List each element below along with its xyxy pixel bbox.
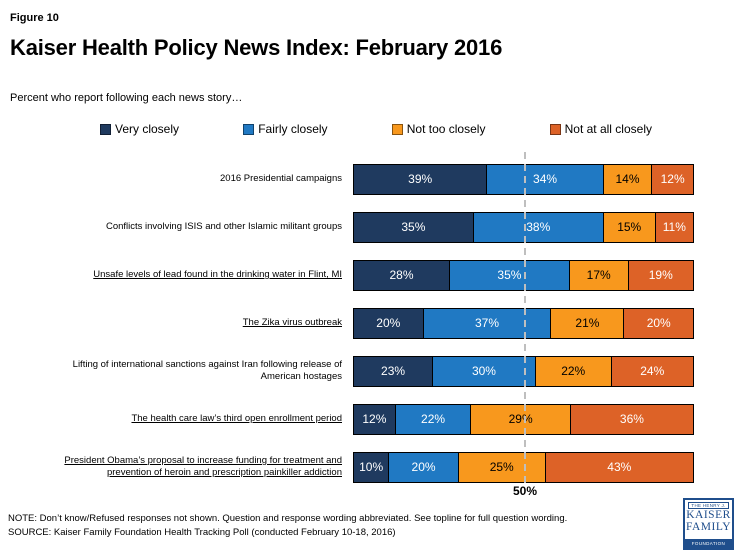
legend-item-not-at-all-closely: Not at all closely [549,122,652,136]
category-label: President Obama’s proposal to increase f… [64,455,342,478]
bar-segment-not-at-all-closely: 24% [610,355,694,387]
bar-segment-not-too-closely: 22% [534,355,612,387]
legend-item-not-too-closely: Not too closely [391,122,486,136]
stacked-bar: 20% 37% 21% 20% [353,307,695,339]
page-title: Kaiser Health Policy News Index: Februar… [10,35,503,60]
category-label: The Zika virus outbreak [242,317,342,328]
chart-row: The health care law’s third open enrollm… [0,395,735,443]
legend-swatch-icon [100,123,111,135]
bar-segment-fairly-closely: 20% [388,451,459,483]
legend-label: Very closely [115,122,180,136]
bar-segment-fairly-closely: 34% [486,163,604,195]
legend-swatch-icon [391,123,403,135]
chart-row: 2016 Presidential campaigns 39% 34% 14% 12% [0,155,735,203]
legend-swatch-icon [243,123,255,135]
category-label: The health care law’s third open enrollm… [131,413,342,424]
note-text: NOTE: Don’t know/Refused responses not s… [8,513,568,524]
category-label: Lifting of international sanctions again… [72,359,342,382]
bar-segment-not-at-all-closely: 19% [627,259,694,291]
bar-segment-very-closely: 39% [353,163,488,195]
bar-segment-not-too-closely: 25% [457,451,546,483]
chart-legend: Very closely Fairly closely Not too closel… [100,122,652,136]
bar-segment-not-too-closely: 21% [550,307,625,339]
reference-line-label: 50% [512,484,538,498]
logo-foundation: FOUNDATION [685,539,732,548]
stacked-bar: 35% 38% 15% 11% [353,211,694,243]
legend-label: Not too closely [406,122,486,136]
legend-swatch-icon [549,123,561,135]
legend-item-fairly-closely: Fairly closely [243,122,328,136]
stacked-bar: 23% 30% 22% 24% [353,355,694,387]
chart-footer: NOTE: Don’t know/Refused responses not s… [8,512,567,539]
bar-segment-not-too-closely: 29% [470,403,571,435]
bar-segment-not-at-all-closely: 36% [569,403,695,435]
bar-segment-very-closely: 35% [353,211,474,243]
bar-segment-not-at-all-closely: 12% [651,163,694,195]
bar-segment-not-at-all-closely: 11% [654,211,694,243]
logo-the-henry-j: THE HENRY J. [688,502,729,509]
stacked-bar: 28% 35% 17% 19% [353,259,694,291]
stacked-bar: 10% 20% 25% 43% [353,451,694,483]
bar-segment-fairly-closely: 30% [432,355,536,387]
legend-label: Not at all closely [564,122,652,136]
bar-segment-very-closely: 20% [353,307,424,339]
kaiser-family-foundation-logo: THE HENRY J. KAISER FAMILY FOUNDATION [683,498,734,550]
stacked-bar: 12% 22% 29% 36% [353,403,695,435]
chart-area: 2016 Presidential campaigns 39% 34% 14% 12% C… [0,155,735,491]
chart-row: Unsafe levels of lead found in the drink… [0,251,735,299]
bar-segment-very-closely: 28% [353,259,451,291]
bar-segment-very-closely: 23% [353,355,434,387]
bar-segment-fairly-closely: 38% [472,211,604,243]
logo-kaiser: KAISER [686,509,731,521]
chart-row: President Obama’s proposal to increase f… [0,443,735,491]
reference-line-50pct [524,152,526,483]
logo-inner: THE HENRY J. KAISER FAMILY FOUNDATION [685,500,732,548]
chart-row: The Zika virus outbreak 20% 37% 21% 20% [0,299,735,347]
bar-segment-very-closely: 12% [353,403,396,435]
category-label: Conflicts involving ISIS and other Islam… [105,221,342,232]
stacked-bar: 39% 34% 14% 12% [353,163,694,195]
category-label: 2016 Presidential campaigns [220,173,342,184]
bar-segment-very-closely: 10% [353,451,390,483]
source-text: SOURCE: Kaiser Family Foundation Health … [8,526,396,538]
figure-number-label: Figure 10 [10,12,59,24]
bar-segment-not-at-all-closely: 20% [623,307,695,339]
legend-item-very-closely: Very closely [100,122,179,136]
logo-family: FAMILY [685,521,732,533]
chart-row: Conflicts involving ISIS and other Islam… [0,203,735,251]
category-label: Unsafe levels of lead found in the drink… [93,269,342,280]
chart-subtitle: Percent who report following each news s… [10,92,243,104]
bar-segment-fairly-closely: 22% [394,403,472,435]
chart-row: Lifting of international sanctions again… [0,347,735,395]
bar-segment-not-at-all-closely: 43% [544,451,694,483]
bar-segment-fairly-closely: 35% [449,259,570,291]
bar-segment-not-too-closely: 15% [602,211,656,243]
bar-segment-not-too-closely: 17% [568,259,629,291]
bar-segment-fairly-closely: 37% [422,307,552,339]
bar-segment-not-too-closely: 14% [602,163,653,195]
legend-label: Fairly closely [258,122,328,136]
